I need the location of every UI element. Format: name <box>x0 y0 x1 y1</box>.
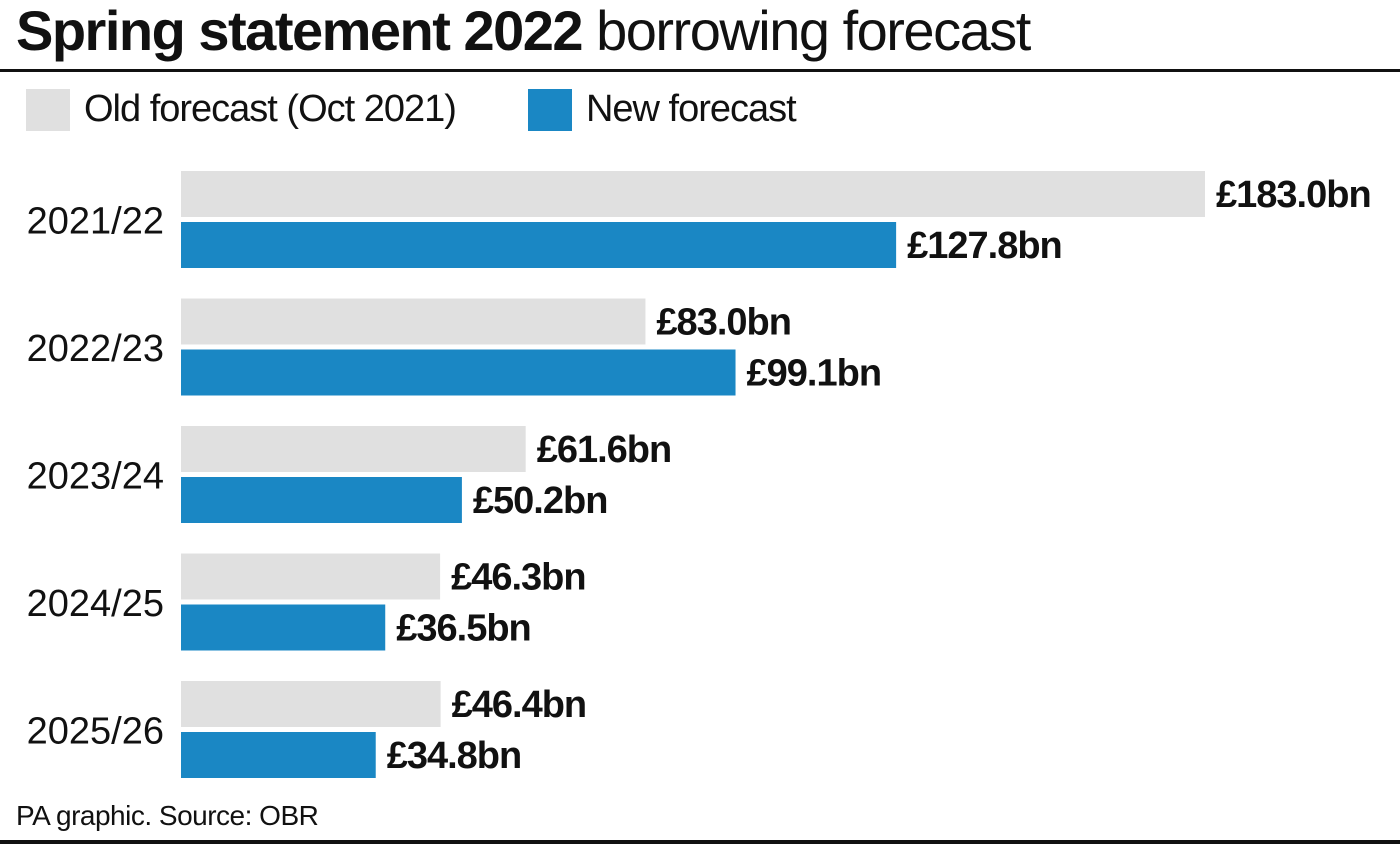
bar-old-forecast <box>181 681 441 727</box>
title-light: borrowing forecast <box>596 0 1031 62</box>
legend-swatch-old <box>26 88 70 131</box>
bar-new-forecast <box>181 477 462 523</box>
source-note: PA graphic. Source: OBR <box>16 800 319 831</box>
category-label: 2025/26 <box>27 711 164 753</box>
value-label-new: £127.8bn <box>907 225 1062 267</box>
value-label-old: £83.0bn <box>656 302 791 344</box>
legend-item-old: Old forecast (Oct 2021) <box>26 88 457 131</box>
bar-old-forecast <box>181 298 646 345</box>
value-label-new: £36.5bn <box>396 608 531 650</box>
title-bold: Spring statement 2022 <box>16 0 584 62</box>
bottom-rule <box>0 840 1400 844</box>
bar-old-forecast <box>181 553 441 600</box>
value-label-old: £46.3bn <box>451 557 586 599</box>
bar-old-forecast <box>181 426 526 472</box>
title-rule <box>0 69 1400 72</box>
value-label-new: £99.1bn <box>747 353 882 395</box>
category-label: 2023/24 <box>27 456 164 498</box>
value-label-old: £61.6bn <box>537 429 672 471</box>
value-label-new: £34.8bn <box>387 735 522 777</box>
legend-swatch-new <box>527 88 572 131</box>
value-label-old: £183.0bn <box>1216 174 1371 216</box>
legend-label-new: New forecast <box>585 88 797 130</box>
bar-new-forecast <box>181 349 736 396</box>
category-label: 2024/25 <box>27 583 164 625</box>
legend: Old forecast (Oct 2021) New forecast <box>26 88 868 131</box>
legend-item-new: New forecast <box>527 88 797 131</box>
chart-title: Spring statement 2022 borrowing forecast <box>16 0 1031 63</box>
value-label-old: £46.4bn <box>452 684 587 726</box>
category-label: 2021/22 <box>27 201 164 243</box>
bar-old-forecast <box>181 171 1205 217</box>
value-label-new: £50.2bn <box>473 480 608 522</box>
bar-new-forecast <box>181 222 897 268</box>
bar-new-forecast <box>181 732 376 778</box>
legend-label-old: Old forecast (Oct 2021) <box>84 88 457 130</box>
category-label: 2022/23 <box>27 328 164 370</box>
bar-new-forecast <box>181 604 386 651</box>
